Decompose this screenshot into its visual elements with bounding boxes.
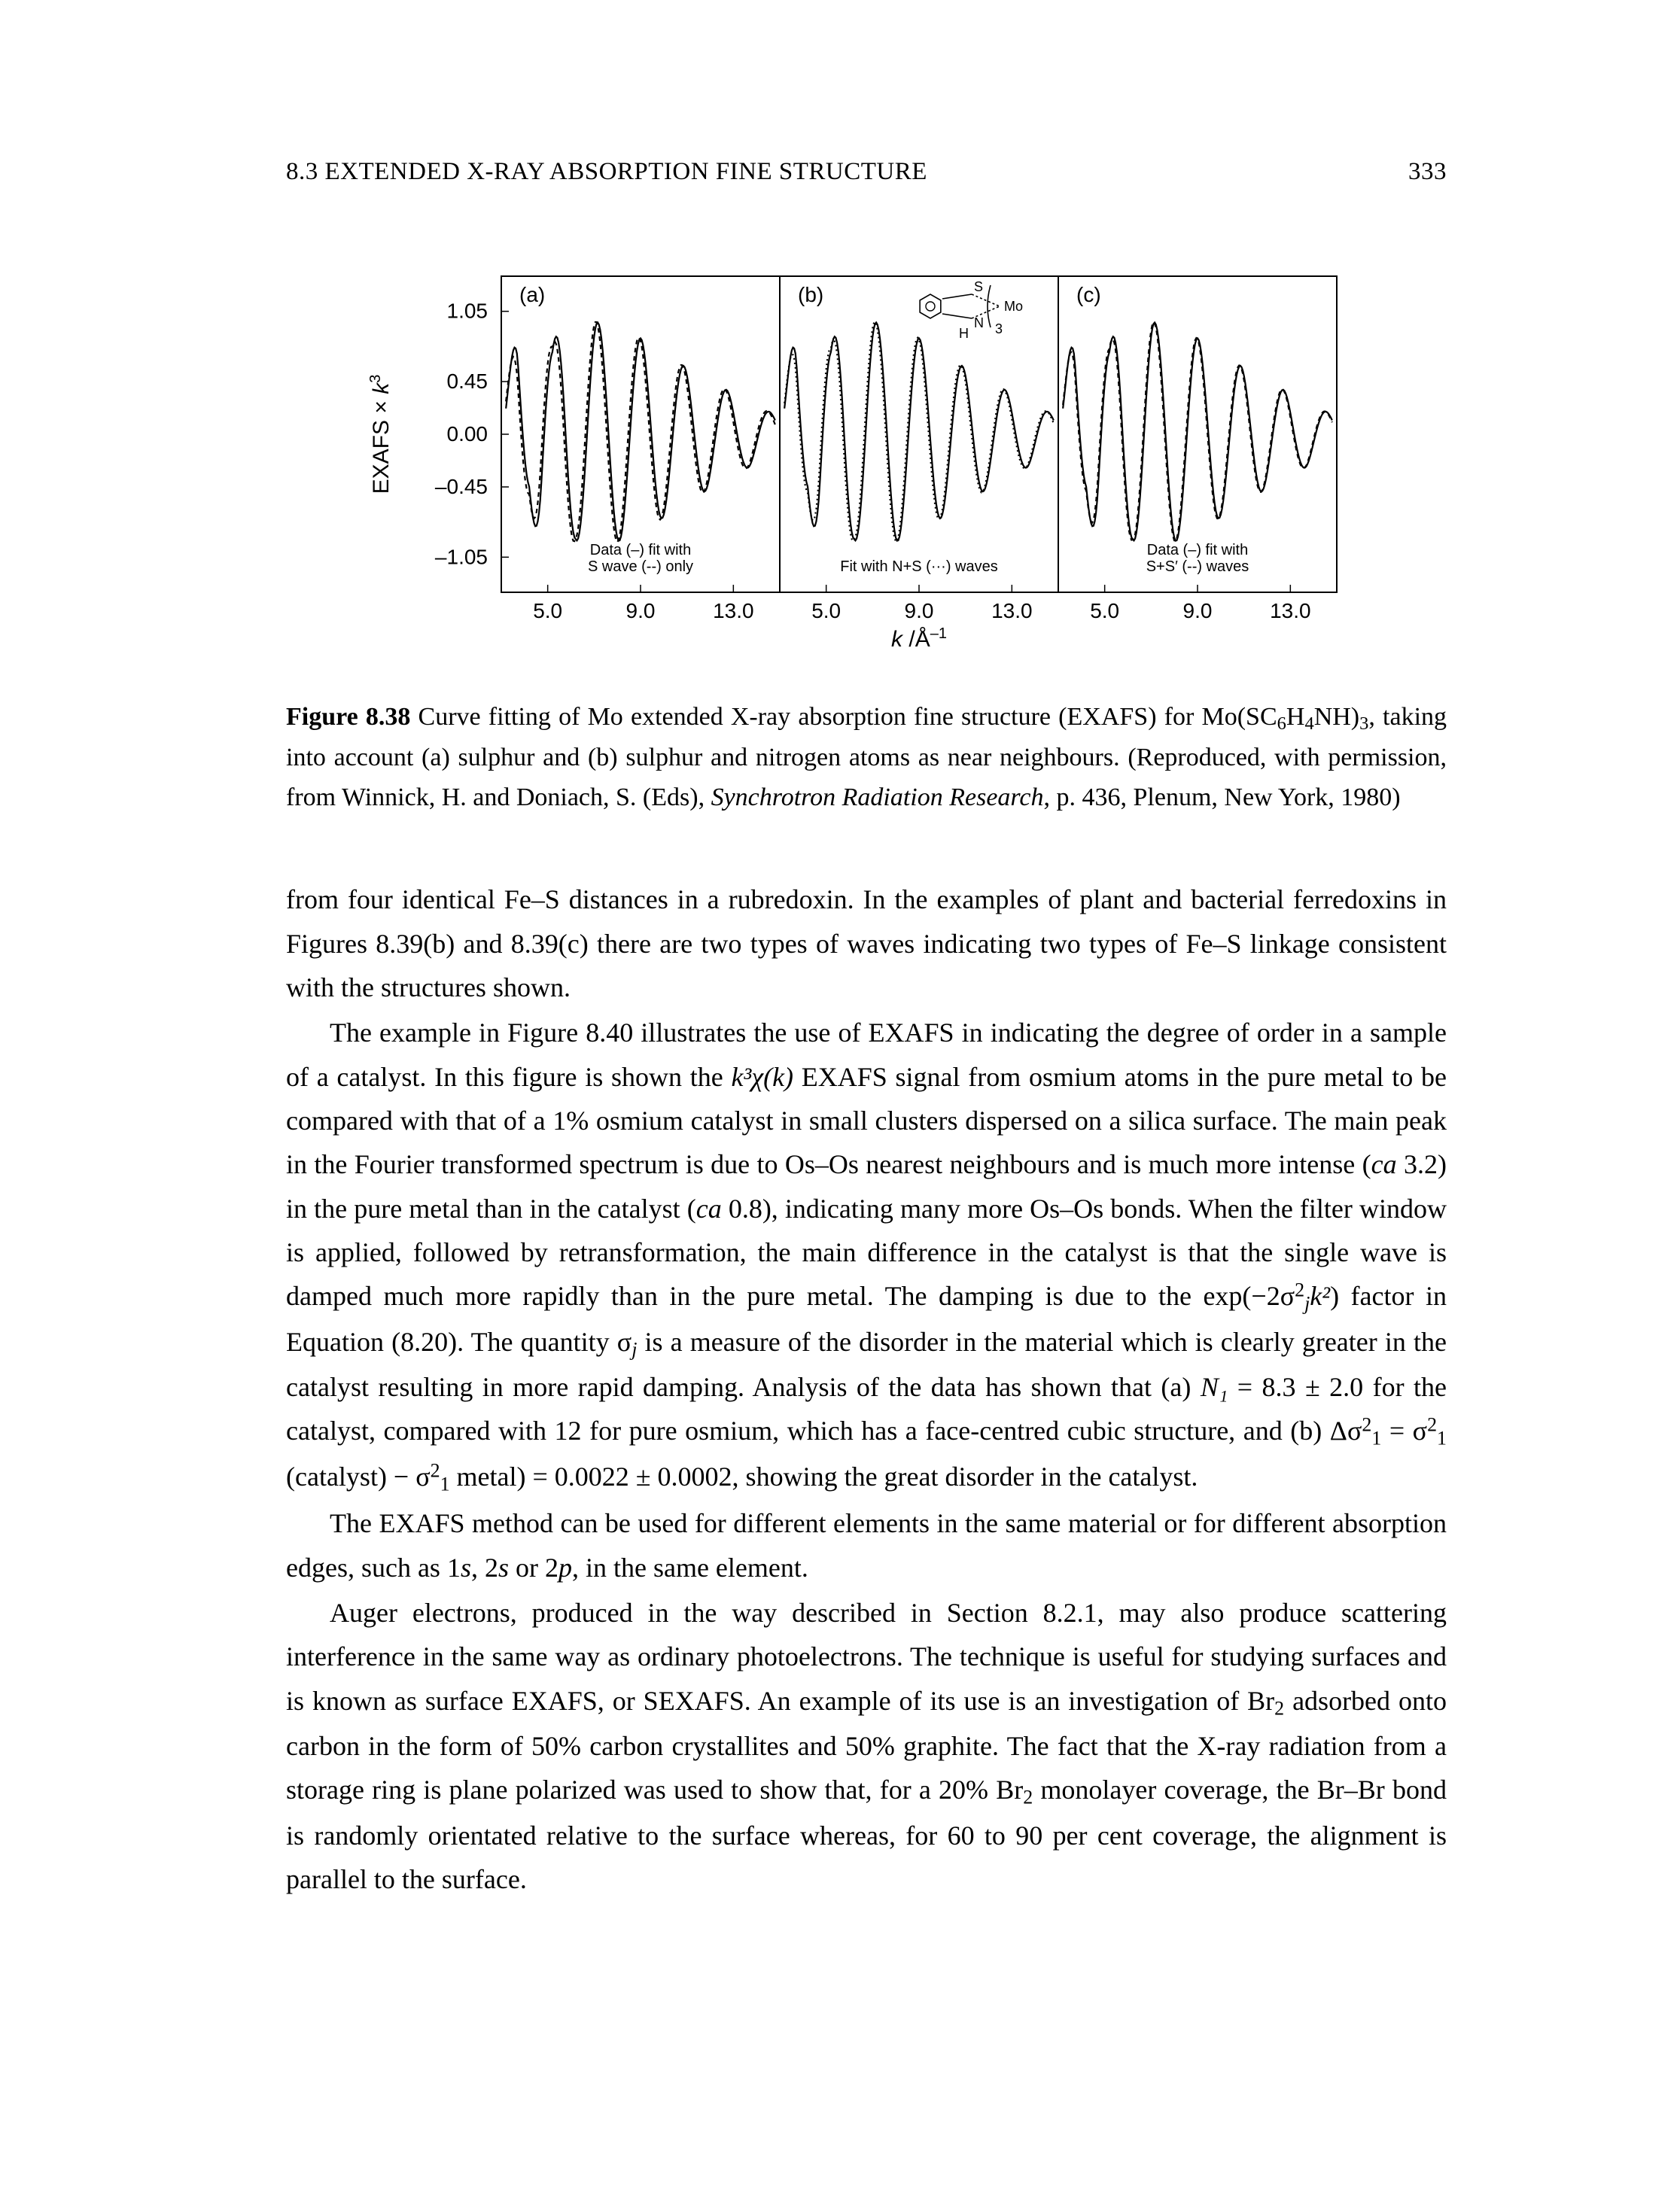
figure-8-38: EXAFS × k3 1.05 0.45 0.00 –0.45 –1.05 5.0 9.0 13… [358, 254, 1374, 660]
svg-text:S wave (--) only: S wave (--) only [588, 558, 693, 575]
svg-text:0.45: 0.45 [447, 370, 488, 393]
svg-text:N: N [974, 315, 984, 330]
svg-text:(b): (b) [798, 283, 823, 306]
page-number: 333 [1408, 158, 1447, 186]
svg-text:(c): (c) [1076, 283, 1101, 306]
svg-text:–1.05: –1.05 [435, 545, 488, 568]
exafs-chart: EXAFS × k3 1.05 0.45 0.00 –0.45 –1.05 5.0 9.0 13… [358, 254, 1374, 660]
figure-label: Figure 8.38 [286, 703, 410, 731]
svg-text:13.0: 13.0 [991, 599, 1033, 622]
svg-text:–0.45: –0.45 [435, 475, 488, 498]
svg-text:9.0: 9.0 [1183, 599, 1213, 622]
svg-text:0.00: 0.00 [447, 422, 488, 446]
body-text: from four identical Fe–S distances in a … [286, 878, 1447, 1901]
running-head: 8.3 EXTENDED X-RAY ABSORPTION FINE STRUC… [286, 158, 1447, 186]
svg-text:Mo: Mo [1004, 299, 1023, 314]
svg-text:k /Å–1: k /Å–1 [891, 625, 947, 652]
svg-text:(a): (a) [519, 283, 545, 306]
svg-text:5.0: 5.0 [811, 599, 841, 622]
svg-text:S+S′ (--) waves: S+S′ (--) waves [1146, 558, 1249, 575]
svg-text:Data (–) fit with: Data (–) fit with [1147, 542, 1248, 558]
svg-text:9.0: 9.0 [626, 599, 656, 622]
section-title: 8.3 EXTENDED X-RAY ABSORPTION FINE STRUC… [286, 158, 927, 186]
svg-text:13.0: 13.0 [713, 599, 754, 622]
svg-text:H: H [959, 326, 969, 341]
para-4: Auger electrons, produced in the way des… [286, 1591, 1447, 1901]
svg-text:3: 3 [995, 321, 1003, 336]
svg-text:5.0: 5.0 [533, 599, 562, 622]
svg-text:9.0: 9.0 [905, 599, 934, 622]
svg-text:1.05: 1.05 [447, 300, 488, 323]
figure-caption: Figure 8.38 Curve fitting of Mo extended… [286, 698, 1447, 817]
para-2: The example in Figure 8.40 illustrates t… [286, 1011, 1447, 1500]
svg-text:Data (–) fit with: Data (–) fit with [590, 542, 691, 558]
para-1: from four identical Fe–S distances in a … [286, 878, 1447, 1009]
para-3: The EXAFS method can be used for differe… [286, 1501, 1447, 1589]
page: 8.3 EXTENDED X-RAY ABSORPTION FINE STRUC… [0, 0, 1680, 2187]
svg-text:EXAFS × k3: EXAFS × k3 [367, 375, 394, 494]
svg-text:5.0: 5.0 [1090, 599, 1119, 622]
svg-text:13.0: 13.0 [1270, 599, 1311, 622]
svg-text:Fit with N+S (···) waves: Fit with N+S (···) waves [840, 558, 997, 575]
svg-text:S: S [974, 279, 983, 294]
